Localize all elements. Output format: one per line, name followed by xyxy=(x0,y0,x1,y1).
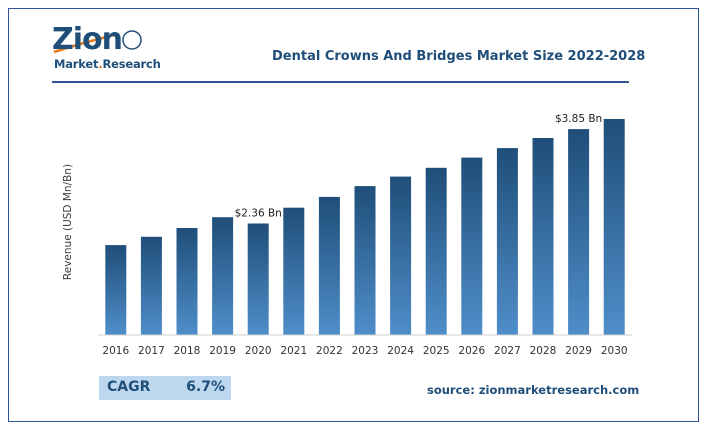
bar-2024 xyxy=(390,176,412,335)
zion-logo: Zion Market.Research xyxy=(52,25,162,75)
logo-subtitle: Market.Research xyxy=(54,57,161,71)
x-tick-2026: 2026 xyxy=(458,345,485,357)
x-tick-2028: 2028 xyxy=(530,345,557,357)
x-tick-labels: 2016 2017 2018 2019 2020 2021 2022 2023 2024 2025… xyxy=(102,345,627,357)
logo-subtitle-dot: . xyxy=(98,57,103,71)
chart-title: Dental Crowns And Bridges Market Size 20… xyxy=(272,49,646,64)
x-tick-2030: 2030 xyxy=(601,345,628,357)
x-tick-2029: 2029 xyxy=(565,345,592,357)
bars-group xyxy=(105,119,625,335)
x-tick-2023: 2023 xyxy=(352,345,379,357)
x-tick-2021: 2021 xyxy=(280,345,307,357)
bar-2025 xyxy=(425,167,447,335)
x-tick-2024: 2024 xyxy=(387,345,414,357)
bar-2029 xyxy=(568,129,590,335)
data-annotations: $2.36 Bn $3.85 Bn xyxy=(235,113,603,219)
logo-subtitle-accent: Research xyxy=(102,57,161,71)
data-label-2020: $2.36 Bn xyxy=(235,208,282,220)
bar-2028 xyxy=(532,138,554,335)
bar-2023 xyxy=(354,186,376,335)
x-tick-2027: 2027 xyxy=(494,345,521,357)
bar-2026 xyxy=(461,157,483,335)
x-tick-2018: 2018 xyxy=(174,345,201,357)
x-tick-2020: 2020 xyxy=(245,345,272,357)
cagr-value: 6.7% xyxy=(186,379,225,395)
bar-2016 xyxy=(105,245,127,335)
logo-subtitle-main: Market xyxy=(54,57,99,71)
x-tick-2025: 2025 xyxy=(423,345,450,357)
title-divider xyxy=(52,81,629,83)
bar-2019 xyxy=(212,217,234,335)
source-text: source: zionmarketresearch.com xyxy=(427,383,640,397)
logo-swoosh-icon xyxy=(53,30,142,54)
cagr-label: CAGR xyxy=(107,379,151,395)
bar-2021 xyxy=(283,207,305,335)
bar-2017 xyxy=(140,236,162,335)
logo-wordmark: Zion xyxy=(52,22,123,57)
x-tick-2017: 2017 xyxy=(138,345,165,357)
bar-2022 xyxy=(318,196,340,335)
cagr-box: CAGR 6.7% xyxy=(99,376,231,400)
data-label-2029: $3.85 Bn xyxy=(555,113,602,125)
bar-2020 xyxy=(247,223,269,335)
bar-2018 xyxy=(176,228,198,335)
x-tick-2016: 2016 xyxy=(102,345,129,357)
bar-2027 xyxy=(496,148,518,335)
x-tick-2022: 2022 xyxy=(316,345,343,357)
bar-2030 xyxy=(603,119,625,335)
x-tick-2019: 2019 xyxy=(209,345,236,357)
